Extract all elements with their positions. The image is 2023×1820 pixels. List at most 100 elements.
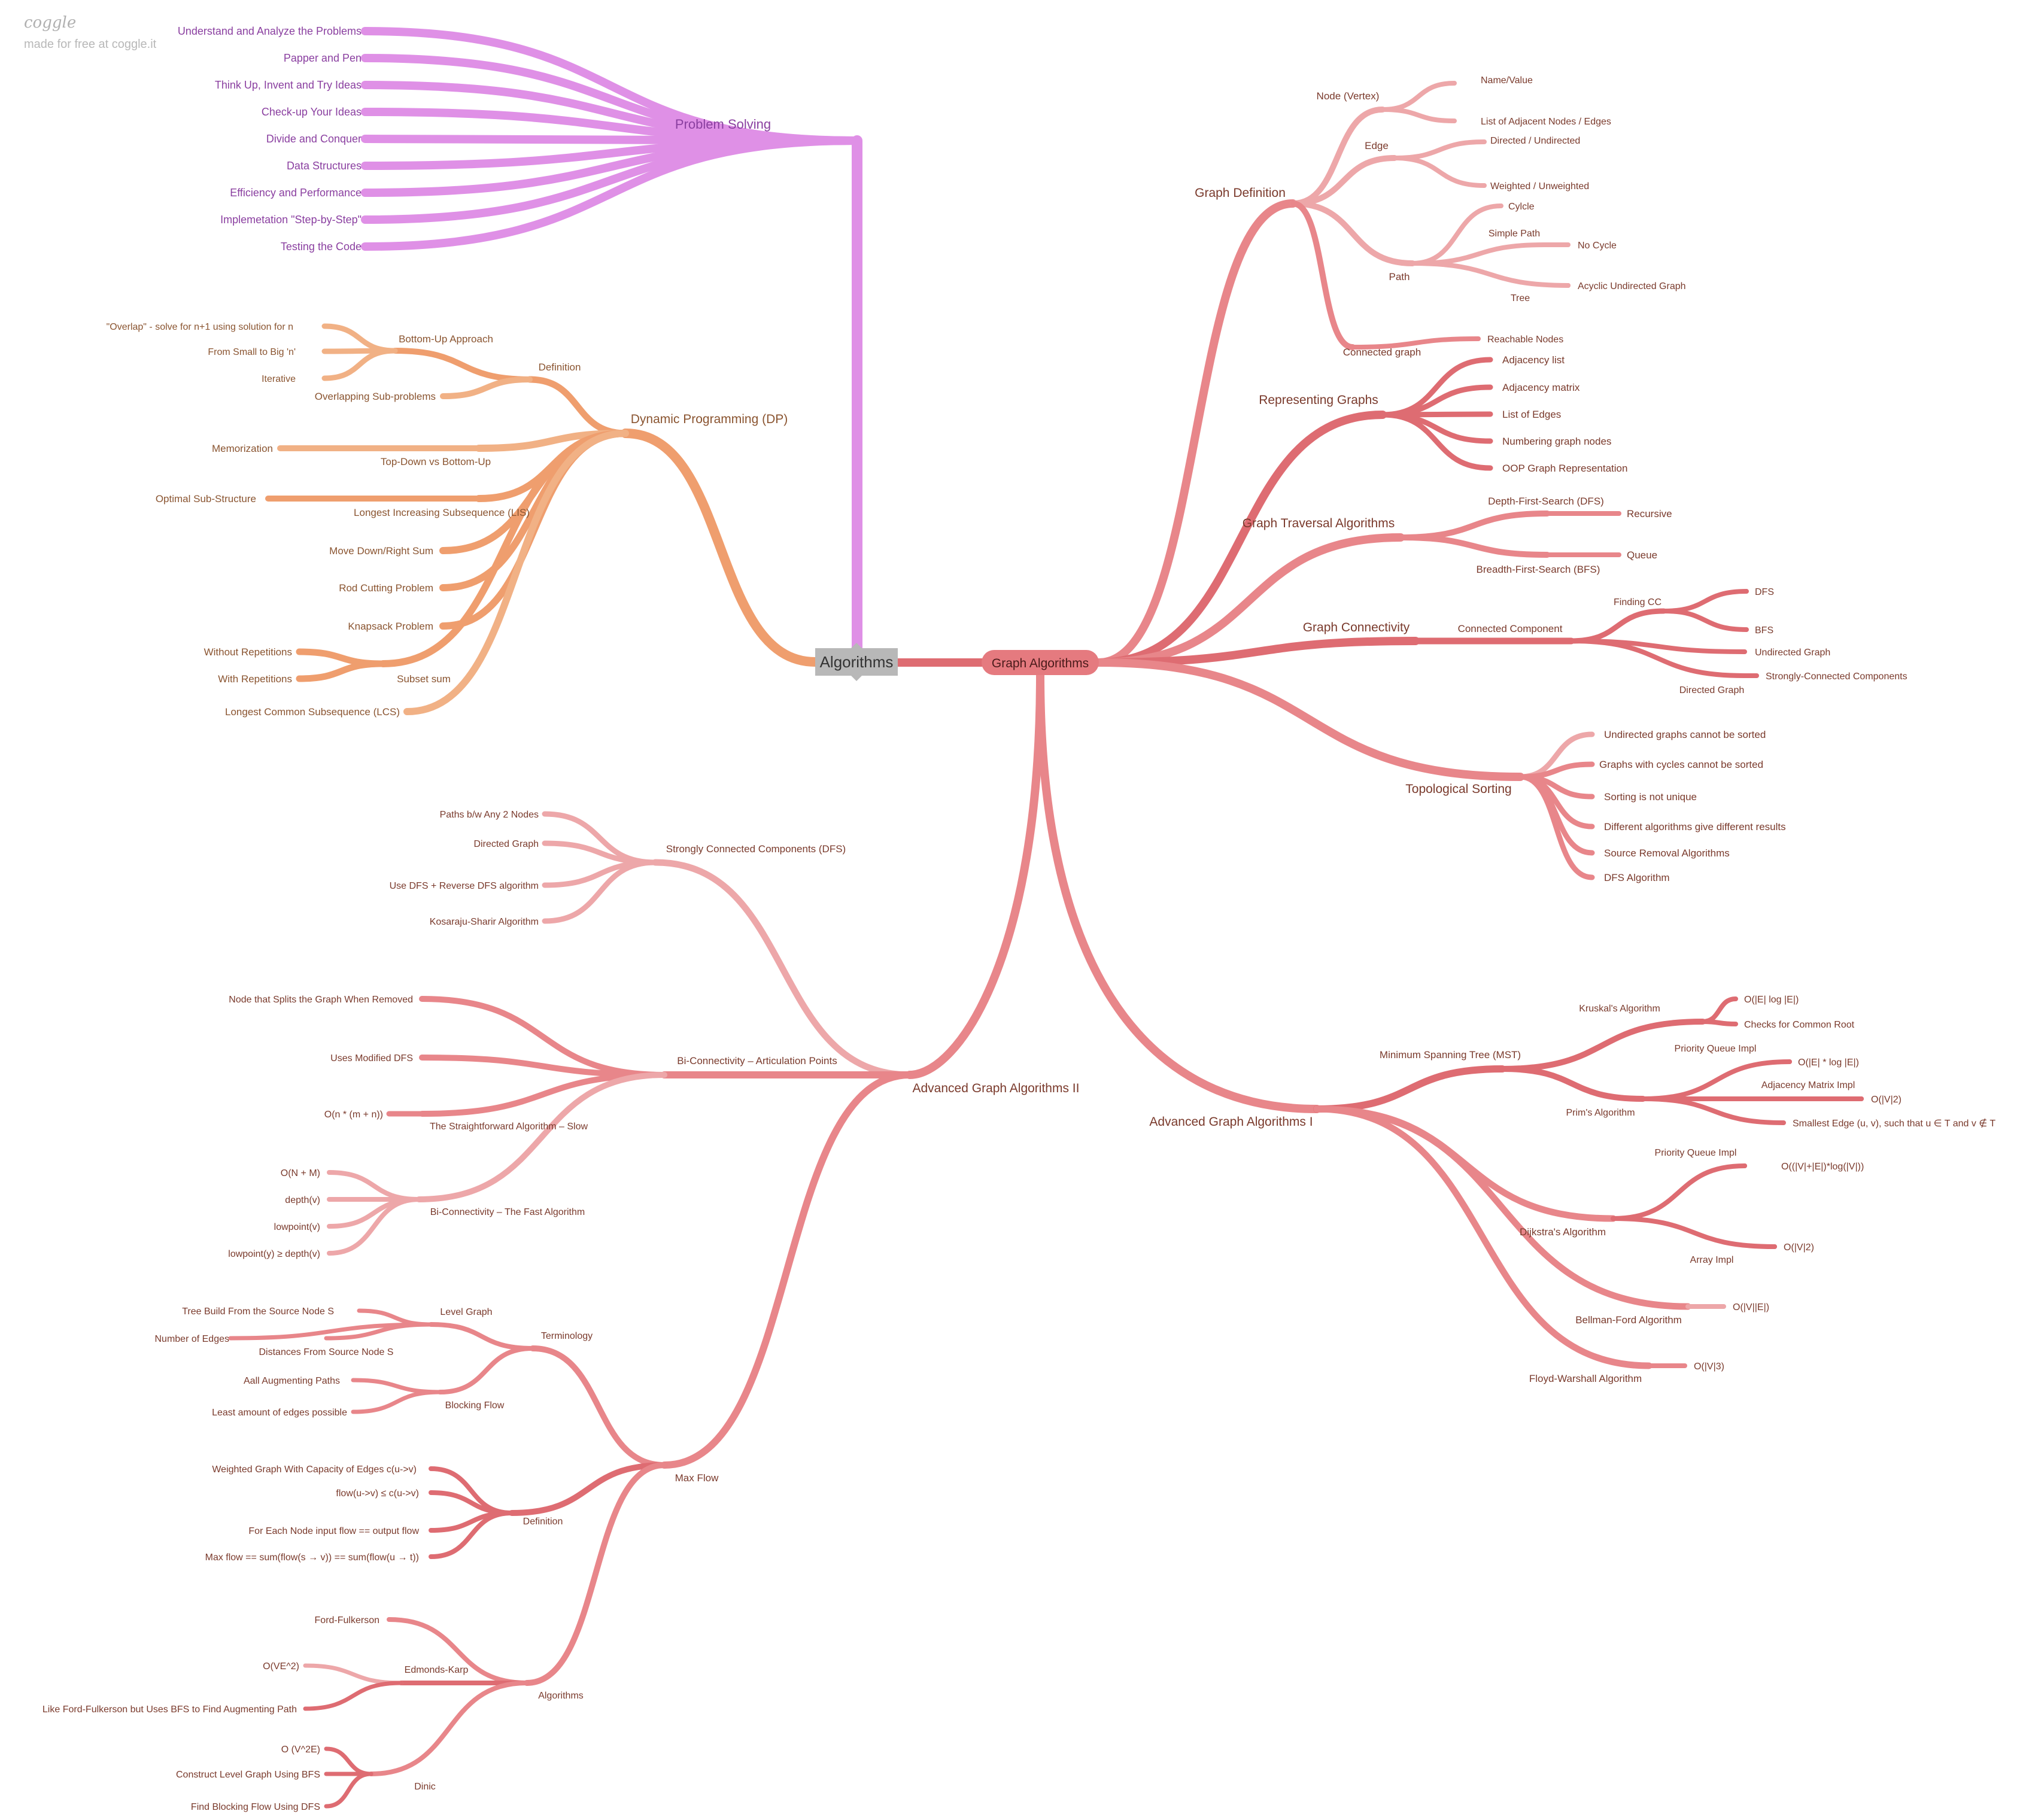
node-mfek2[interactable]: Like Ford-Fulkerson but Uses BFS to Find…: [42, 1704, 297, 1715]
node-ps4[interactable]: Check-up Your Ideas: [262, 106, 362, 118]
node-ps8[interactable]: Implemetation "Step-by-Step": [220, 214, 362, 226]
node-ps5[interactable]: Divide and Conquer: [266, 133, 362, 145]
node-mfbf[interactable]: Blocking Flow: [445, 1400, 505, 1411]
node-kr[interactable]: Kruskal's Algorithm: [1579, 1004, 1660, 1014]
node-gtbfs[interactable]: Breadth-First-Search (BFS): [1477, 564, 1600, 575]
node-rg1[interactable]: Adjacency list: [1502, 354, 1565, 366]
node-rg4[interactable]: Numbering graph nodes: [1502, 436, 1611, 447]
node-dp[interactable]: Dynamic Programming (DP): [631, 412, 788, 426]
node-gdcy[interactable]: Cylcle: [1508, 202, 1535, 212]
node-dpbu[interactable]: Bottom-Up Approach: [399, 333, 493, 345]
node-gdwu[interactable]: Weighted / Unweighted: [1490, 181, 1589, 192]
node-bc2[interactable]: Uses Modified DFS: [330, 1053, 413, 1064]
node-bcf1[interactable]: O(N + M): [281, 1168, 320, 1178]
node-scc1[interactable]: Paths b/w Any 2 Nodes: [440, 810, 539, 820]
node-bcf2[interactable]: depth(v): [285, 1195, 320, 1205]
node-gdpa[interactable]: Path: [1389, 271, 1410, 282]
node-prse[interactable]: Smallest Edge (u, v), such that u ∈ T an…: [1793, 1118, 1995, 1129]
node-mfek[interactable]: Edmonds-Karp: [405, 1665, 469, 1675]
node-gccc[interactable]: Connected Component: [1458, 623, 1563, 634]
node-mfd2[interactable]: flow(u->v) ≤ c(u->v): [336, 1488, 419, 1499]
node-mfalg[interactable]: Algorithms: [538, 1691, 584, 1701]
node-bf[interactable]: Bellman-Ford Algorithm: [1575, 1314, 1682, 1326]
node-dpks[interactable]: Knapsack Problem: [348, 621, 433, 632]
node-ts[interactable]: Topological Sorting: [1405, 782, 1511, 796]
node-dpit[interactable]: Iterative: [262, 374, 296, 384]
root-node-algorithms[interactable]: Algorithms: [815, 643, 898, 681]
node-gd[interactable]: Graph Definition: [1195, 186, 1286, 200]
node-bcfast[interactable]: Bi-Connectivity – The Fast Algorithm: [430, 1207, 585, 1217]
node-djpq[interactable]: Priority Queue Impl: [1655, 1148, 1737, 1158]
node-scc2[interactable]: Directed Graph: [474, 839, 539, 849]
node-kr1[interactable]: O(|E| log |E|): [1744, 995, 1799, 1005]
node-ps2[interactable]: Papper and Pen: [284, 52, 362, 64]
node-scc3[interactable]: Use DFS + Reverse DFS algorithm: [390, 881, 539, 891]
node-gdcg[interactable]: Connected graph: [1343, 347, 1421, 358]
node-gded[interactable]: Edge: [1365, 140, 1389, 151]
node-fw1[interactable]: O(|V|3): [1694, 1362, 1724, 1372]
node-gcdg[interactable]: Directed Graph: [1679, 685, 1745, 695]
node-mflg3[interactable]: Distances From Source Node S: [259, 1347, 394, 1357]
node-ts6[interactable]: DFS Algorithm: [1604, 872, 1670, 883]
node-dpos[interactable]: Overlapping Sub-problems: [315, 391, 436, 402]
node-ts4[interactable]: Different algorithms give different resu…: [1604, 821, 1786, 832]
node-gdnc[interactable]: No Cycle: [1578, 241, 1617, 251]
node-pr[interactable]: Prim's Algorithm: [1566, 1108, 1635, 1118]
node-rg3[interactable]: List of Edges: [1502, 409, 1561, 420]
node-bcf3[interactable]: lowpoint(v): [274, 1222, 320, 1232]
node-ps[interactable]: Problem Solving: [675, 117, 771, 132]
node-gdnm[interactable]: Name/Value: [1481, 75, 1533, 86]
node-bcf4[interactable]: lowpoint(y) ≥ depth(v): [228, 1249, 320, 1259]
graph-algorithms-node[interactable]: Graph Algorithms: [982, 650, 1099, 675]
node-gtq[interactable]: Queue: [1627, 549, 1657, 561]
node-bc1[interactable]: Node that Splits the Graph When Removed: [229, 995, 413, 1005]
node-mflg[interactable]: Level Graph: [440, 1307, 492, 1317]
node-mfbf1[interactable]: Aall Augmenting Paths: [244, 1376, 340, 1386]
node-mfdn3[interactable]: Find Blocking Flow Using DFS: [191, 1802, 320, 1812]
node-mfd4[interactable]: Max flow == sum(flow(s → v)) == sum(flow…: [205, 1552, 419, 1563]
node-mflg1[interactable]: Tree Build From the Source Node S: [182, 1306, 334, 1317]
node-mflg2[interactable]: Number of Edges: [154, 1334, 229, 1344]
node-mst[interactable]: Minimum Spanning Tree (MST): [1380, 1049, 1521, 1061]
node-prpq[interactable]: Priority Queue Impl: [1675, 1044, 1757, 1054]
node-ts3[interactable]: Sorting is not unique: [1604, 791, 1697, 803]
node-ts5[interactable]: Source Removal Algorithms: [1604, 847, 1730, 859]
node-dpopt[interactable]: Optimal Sub-Structure: [156, 493, 256, 505]
node-dptd[interactable]: Top-Down vs Bottom-Up: [381, 456, 491, 467]
node-ps9[interactable]: Testing the Code: [281, 241, 362, 253]
node-ts1[interactable]: Undirected graphs cannot be sorted: [1604, 729, 1766, 740]
node-dpsm[interactable]: From Small to Big 'n': [208, 347, 296, 357]
node-ag2[interactable]: Advanced Graph Algorithms II: [913, 1081, 1080, 1095]
node-gdsp[interactable]: Simple Path: [1489, 229, 1540, 239]
node-ps7[interactable]: Efficiency and Performance: [230, 187, 362, 199]
node-gdrn[interactable]: Reachable Nodes: [1487, 335, 1563, 345]
node-ps1[interactable]: Understand and Analyze the Problems: [178, 25, 362, 37]
node-gcbfs[interactable]: BFS: [1755, 625, 1773, 636]
node-djar1[interactable]: O(|V|2): [1784, 1242, 1814, 1253]
node-prpq1[interactable]: O(|E| * log |E|): [1798, 1058, 1859, 1068]
node-dpme[interactable]: Memorization: [212, 443, 273, 454]
node-gcscc[interactable]: Strongly-Connected Components: [1766, 672, 1907, 682]
node-ps3[interactable]: Think Up, Invent and Try Ideas: [215, 79, 362, 91]
node-gt[interactable]: Graph Traversal Algorithms: [1243, 516, 1395, 530]
node-mfdn1[interactable]: O (V^2E): [281, 1745, 320, 1755]
node-dpov[interactable]: "Overlap" - solve for n+1 using solution…: [107, 322, 293, 332]
node-gtrec[interactable]: Recursive: [1627, 508, 1672, 519]
node-mfdef[interactable]: Definition: [523, 1517, 563, 1527]
node-mfd1[interactable]: Weighted Graph With Capacity of Edges c(…: [212, 1464, 417, 1475]
node-mfff[interactable]: Ford-Fulkerson: [315, 1615, 379, 1625]
node-mfbf2[interactable]: Least amount of edges possible: [212, 1408, 347, 1418]
node-gdnv[interactable]: Node (Vertex): [1317, 90, 1380, 102]
node-djpq1[interactable]: O((|V|+|E|)*log(|V|)): [1781, 1162, 1864, 1172]
node-scc[interactable]: Strongly Connected Components (DFS): [666, 843, 846, 855]
node-dpss[interactable]: Subset sum: [397, 673, 451, 685]
node-dpwr[interactable]: With Repetitions: [218, 673, 292, 685]
node-djar[interactable]: Array Impl: [1690, 1255, 1734, 1265]
node-dplis[interactable]: Longest Increasing Subsequence (LIS): [354, 507, 530, 518]
node-pram1[interactable]: O(|V|2): [1871, 1095, 1902, 1105]
node-gdau[interactable]: Acyclic Undirected Graph: [1578, 281, 1686, 291]
node-kr2[interactable]: Checks for Common Root: [1744, 1020, 1855, 1030]
node-bcslow1[interactable]: O(n * (m + n)): [324, 1110, 383, 1120]
node-mfdn[interactable]: Dinic: [414, 1782, 436, 1792]
node-mfterm[interactable]: Terminology: [541, 1331, 593, 1341]
